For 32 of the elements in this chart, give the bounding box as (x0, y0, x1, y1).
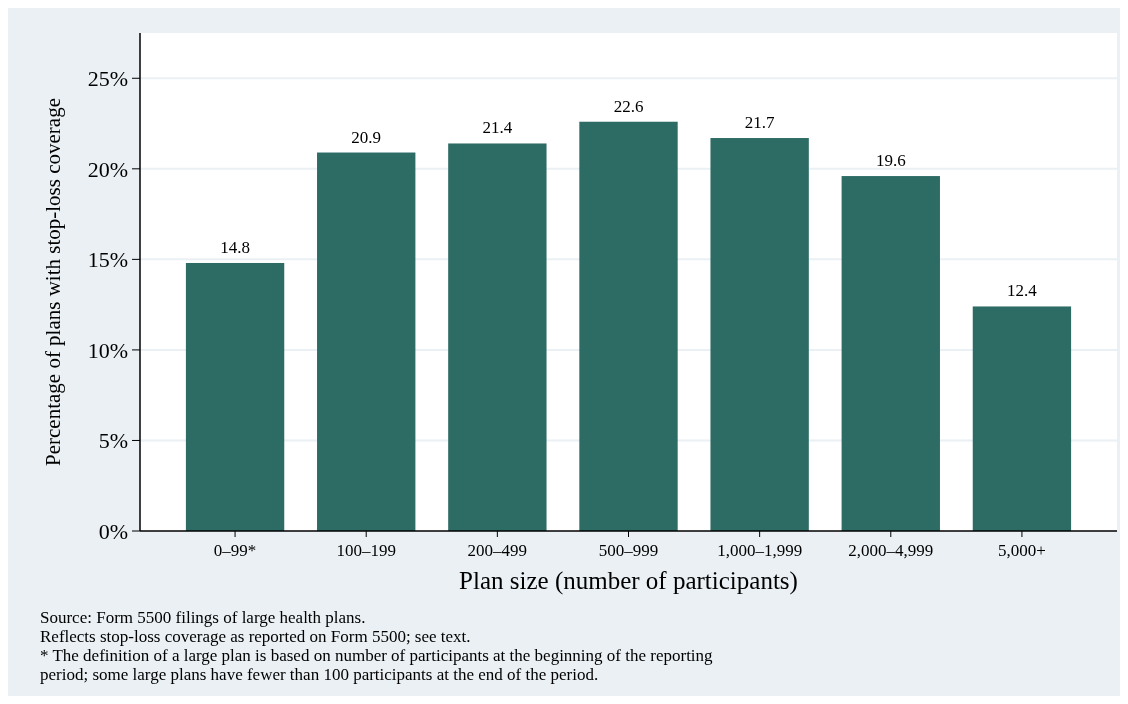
x-tick-label: 500–999 (598, 541, 659, 560)
source-note: Source: Form 5500 filings of large health plans. (40, 608, 366, 627)
data-label: 22.6 (613, 96, 644, 116)
data-label: 21.4 (482, 118, 513, 138)
bar (579, 121, 678, 531)
y-tick-label: 5% (98, 428, 128, 454)
text: * The definition of a large plan is based on number of participants at the beginning of the reporting period; some large plans have fewer than 100 participants at the end of the period. (40, 646, 714, 684)
x-tick-label: 0–99* (213, 541, 257, 560)
data-label: 12.4 (1007, 281, 1038, 301)
x-tick-label: 1,000–1,999 (717, 541, 803, 560)
y-tick-label: 10% (87, 337, 128, 363)
bar (972, 306, 1072, 531)
y-tick-label: 25% (87, 65, 128, 91)
data-label: 14.8 (220, 237, 250, 257)
bar (317, 152, 416, 531)
x-tick-label: 5,000+ (998, 541, 1046, 560)
text: Reflects stop-loss coverage as reported on Form 5500; see text. (40, 627, 471, 646)
data-label: 21.7 (744, 113, 776, 133)
bar (710, 138, 809, 531)
y-tick-label: 0% (98, 518, 128, 544)
data-label: 20.9 (351, 127, 382, 147)
x-tick-label: 2,000–4,999 (848, 541, 934, 560)
x-axis-title: Plan size (number of participants) (459, 567, 798, 595)
bar (448, 143, 547, 531)
bar (841, 176, 940, 531)
bar (185, 262, 285, 531)
y-tick-label: 15% (87, 247, 128, 273)
x-tick-label: 100–199 (336, 541, 396, 560)
y-tick-label: 20% (87, 156, 128, 182)
y-axis-title: Percentage of plans with stop-loss coverage (41, 98, 65, 466)
data-label: 19.6 (875, 151, 906, 171)
x-tick-label: 200–499 (467, 541, 528, 560)
